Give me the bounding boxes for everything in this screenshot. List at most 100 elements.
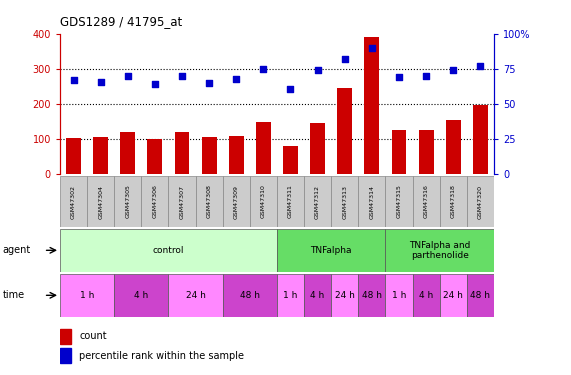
Bar [446,120,461,174]
Bar [175,132,190,174]
Bar [440,274,467,317]
Text: GSM47316: GSM47316 [424,184,429,219]
Text: 1 h: 1 h [80,291,94,300]
Text: GSM47304: GSM47304 [98,184,103,219]
Bar [60,348,71,363]
Text: count: count [79,332,107,342]
Bar [467,176,494,227]
Point [204,80,214,86]
Bar [147,139,162,174]
Bar [385,274,413,317]
Bar [412,176,440,227]
Text: GSM47306: GSM47306 [152,184,158,219]
Text: GSM47320: GSM47320 [478,184,483,219]
Bar [304,176,331,227]
Bar [223,176,250,227]
Bar [256,122,271,174]
Point [421,73,431,79]
Text: GSM47318: GSM47318 [451,184,456,219]
Bar [331,176,359,227]
Bar [120,132,135,174]
Bar [142,176,168,227]
Text: GSM47302: GSM47302 [71,184,76,219]
Bar [93,137,108,174]
Text: 24 h: 24 h [443,291,463,300]
Bar [337,87,352,174]
Point [232,76,241,82]
Text: 1 h: 1 h [392,291,406,300]
Bar [385,176,413,227]
Bar [277,176,304,227]
Bar [60,274,114,317]
Text: 4 h: 4 h [419,291,433,300]
Text: GSM47307: GSM47307 [179,184,184,219]
Point [259,66,268,72]
Bar [359,274,385,317]
Bar [331,274,359,317]
Bar [385,229,494,272]
Bar [202,137,216,174]
Point [313,68,322,74]
Text: 48 h: 48 h [240,291,260,300]
Text: control: control [152,246,184,255]
Point [69,77,78,83]
Point [395,74,404,80]
Bar [392,130,407,174]
Bar [467,274,494,317]
Bar [419,130,433,174]
Point [150,81,159,87]
Point [449,68,458,74]
Text: 4 h: 4 h [134,291,148,300]
Text: GSM47314: GSM47314 [369,184,375,219]
Bar [250,176,277,227]
Text: GDS1289 / 41795_at: GDS1289 / 41795_at [60,15,182,28]
Text: 1 h: 1 h [283,291,297,300]
Bar [87,176,114,227]
Text: GSM47305: GSM47305 [125,184,130,219]
Text: GSM47309: GSM47309 [234,184,239,219]
Text: GSM47315: GSM47315 [396,184,401,219]
Text: agent: agent [3,245,31,255]
Bar [168,176,195,227]
Point [96,79,105,85]
Bar [304,274,331,317]
Text: time: time [3,290,25,300]
Text: GSM47310: GSM47310 [261,184,266,219]
Text: TNFalpha and
parthenolide: TNFalpha and parthenolide [409,241,471,260]
Bar [412,274,440,317]
Bar [195,176,223,227]
Bar [66,138,81,174]
Bar [440,176,467,227]
Point [367,45,376,51]
Bar [60,328,71,344]
Text: 24 h: 24 h [186,291,206,300]
Text: 48 h: 48 h [362,291,382,300]
Text: GSM47312: GSM47312 [315,184,320,219]
Text: 24 h: 24 h [335,291,355,300]
Text: 4 h: 4 h [311,291,325,300]
Text: TNFalpha: TNFalpha [311,246,352,255]
Text: GSM47308: GSM47308 [207,184,212,219]
Bar [229,136,244,174]
Bar [114,274,168,317]
Bar [359,176,385,227]
Bar [277,274,304,317]
Point [123,73,132,79]
Text: 48 h: 48 h [471,291,490,300]
Bar [283,146,298,174]
Bar [60,229,277,272]
Bar [277,229,385,272]
Bar [60,176,87,227]
Text: GSM47313: GSM47313 [342,184,347,219]
Point [286,86,295,92]
Bar [473,105,488,174]
Point [340,56,349,62]
Point [476,63,485,69]
Text: GSM47311: GSM47311 [288,184,293,219]
Text: percentile rank within the sample: percentile rank within the sample [79,351,244,361]
Bar [114,176,142,227]
Bar [310,123,325,174]
Bar [364,37,379,174]
Bar [168,274,223,317]
Bar [223,274,277,317]
